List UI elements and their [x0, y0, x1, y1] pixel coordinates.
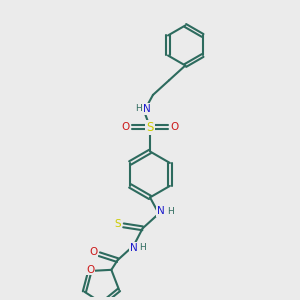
Text: H: H: [167, 207, 173, 216]
Text: H: H: [139, 243, 146, 252]
Text: O: O: [89, 247, 98, 257]
Text: S: S: [114, 219, 121, 229]
Text: N: N: [157, 206, 165, 216]
Text: N: N: [142, 104, 150, 114]
Text: O: O: [86, 265, 94, 275]
Text: O: O: [122, 122, 130, 132]
Text: H: H: [135, 104, 142, 113]
Text: S: S: [146, 121, 154, 134]
Text: O: O: [170, 122, 178, 132]
Text: N: N: [130, 243, 138, 253]
